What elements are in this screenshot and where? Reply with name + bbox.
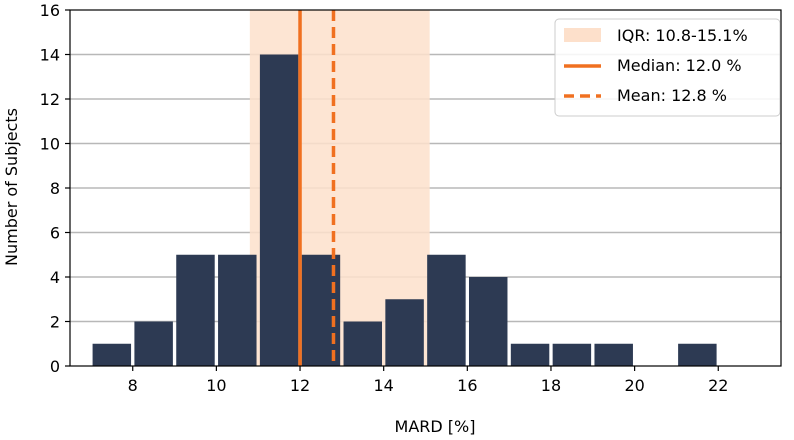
histogram-bar [176, 254, 215, 366]
y-axis-label: Number of Subjects [2, 108, 21, 266]
histogram-bar [427, 254, 466, 366]
y-axis-ticks: 0 2 4 6 8 10 12 14 16 [40, 1, 70, 376]
y-tick-label: 0 [50, 357, 60, 376]
y-tick-label: 4 [50, 268, 60, 287]
histogram-bar [134, 321, 173, 366]
x-axis-ticks: 8 10 12 14 16 18 20 22 [128, 366, 728, 395]
histogram-bar [343, 321, 383, 366]
y-tick-label: 6 [50, 224, 60, 243]
y-tick-label: 2 [50, 313, 60, 332]
x-tick-label: 12 [290, 376, 310, 395]
histogram-bar [678, 343, 717, 366]
legend-median-label: Median: 12.0 % [617, 56, 742, 75]
x-tick-label: 20 [624, 376, 644, 395]
y-tick-label: 12 [40, 90, 60, 109]
histogram-bar [259, 54, 299, 366]
histogram-bar [385, 299, 424, 366]
histogram-bar [92, 343, 132, 366]
y-tick-label: 8 [50, 179, 60, 198]
x-tick-label: 14 [373, 376, 393, 395]
x-tick-label: 22 [708, 376, 728, 395]
x-tick-label: 10 [206, 376, 226, 395]
y-tick-label: 16 [40, 1, 60, 20]
x-tick-label: 8 [128, 376, 138, 395]
histogram-bar [218, 254, 257, 366]
legend: IQR: 10.8-15.1% Median: 12.0 % Mean: 12.… [554, 18, 781, 117]
y-tick-label: 14 [40, 46, 60, 65]
x-axis-label: MARD [%] [395, 417, 476, 436]
histogram-bar [468, 277, 508, 366]
legend-mean-label: Mean: 12.8 % [617, 86, 727, 105]
legend-iqr-label: IQR: 10.8-15.1% [617, 26, 748, 45]
legend-box [554, 18, 781, 117]
histogram-bar [594, 343, 633, 366]
histogram-bar [552, 343, 592, 366]
x-tick-label: 16 [457, 376, 477, 395]
x-tick-label: 18 [541, 376, 561, 395]
histogram-bar [510, 343, 550, 366]
legend-iqr-swatch [564, 28, 601, 42]
y-tick-label: 10 [40, 135, 60, 154]
